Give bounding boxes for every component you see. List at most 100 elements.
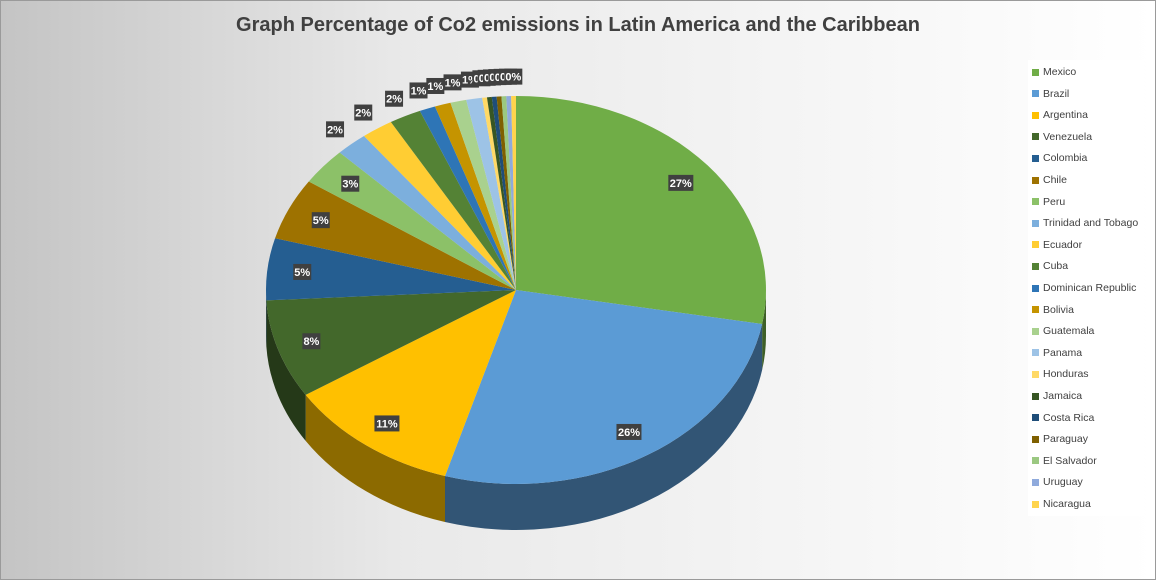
data-label-text-12: 1% [445, 77, 461, 89]
legend-item-1: Brazil [1032, 87, 1069, 101]
data-label-text-2: 11% [376, 418, 398, 430]
data-label-11: 1% [426, 77, 445, 94]
chart-legend: Mexico Brazil Argentina Venezuela Colombia Ch… [1028, 60, 1144, 516]
legend-label: Paraguay [1043, 433, 1088, 446]
legend-item-3: Venezuela [1032, 130, 1092, 144]
legend-label: Costa Rica [1043, 411, 1095, 424]
data-label-text-20: 0% [505, 72, 521, 84]
pie-slice-14 [482, 97, 516, 291]
pie-slice-15 [486, 96, 516, 290]
pie-slice-20 [511, 96, 516, 290]
legend-item-20: Nicaragua [1032, 497, 1091, 511]
legend-item-16: Costa Rica [1032, 411, 1094, 425]
data-label-4: 5% [293, 263, 312, 280]
legend-swatch [1032, 133, 1039, 141]
legend-item-7: Trinidad and Tobago [1032, 216, 1138, 230]
legend-item-12: Guatemala [1032, 324, 1094, 338]
legend-swatch [1032, 241, 1039, 249]
legend-item-14: Honduras [1032, 367, 1089, 381]
pie-side-0 [762, 290, 766, 371]
data-label-12: 1% [443, 74, 462, 91]
legend-swatch [1032, 370, 1039, 378]
chart-title: Graph Percentage of Co2 emissions in Lat… [236, 14, 920, 36]
legend-label: Mexico [1043, 66, 1077, 78]
legend-item-0: Mexico [1032, 65, 1076, 79]
pie-slice-9 [390, 110, 516, 290]
legend-item-4: Colombia [1032, 151, 1087, 165]
data-label-text-10: 1% [411, 85, 427, 97]
legend-label: Panama [1043, 346, 1083, 359]
data-label-8: 2% [354, 104, 373, 121]
legend-label: Ecuador [1043, 238, 1083, 251]
legend-swatch [1032, 500, 1039, 508]
legend-swatch [1032, 219, 1039, 227]
pie-side-1 [445, 324, 763, 530]
pie-side-3 [266, 300, 306, 441]
legend-item-8: Ecuador [1032, 238, 1082, 252]
legend-label: Brazil [1043, 87, 1070, 100]
pie-slice-13 [466, 97, 516, 290]
legend-label: Bolivia [1043, 303, 1074, 316]
legend-item-5: Chile [1032, 173, 1067, 187]
data-label-10: 1% [409, 82, 428, 99]
data-label-text-4: 5% [294, 267, 310, 279]
legend-swatch [1032, 457, 1039, 465]
pie-slice-5 [275, 181, 516, 290]
legend-swatch [1032, 414, 1039, 422]
legend-swatch [1032, 284, 1039, 292]
legend-item-2: Argentina [1032, 108, 1088, 122]
legend-swatch [1032, 478, 1039, 486]
legend-swatch [1032, 327, 1039, 335]
data-label-20: 0% [504, 68, 523, 85]
data-label-5: 5% [311, 212, 330, 229]
legend-label: Venezuela [1043, 130, 1093, 143]
data-label-text-0: 27% [670, 178, 692, 190]
pie-slice-16 [491, 96, 516, 291]
legend-label: Cuba [1043, 260, 1069, 273]
data-label-2: 11% [374, 415, 400, 432]
legend-label: Honduras [1043, 368, 1089, 381]
data-label-6: 3% [341, 175, 360, 192]
legend-item-15: Jamaica [1032, 389, 1082, 403]
pie-slice-18 [501, 96, 516, 290]
legend-label: Guatemala [1043, 325, 1095, 338]
pie-slice-7 [339, 135, 516, 290]
legend-swatch [1032, 262, 1039, 270]
legend-item-13: Panama [1032, 346, 1082, 360]
legend-label: Dominican Republic [1043, 282, 1137, 294]
pie-side-2 [305, 394, 446, 523]
pie-side-walls [266, 290, 766, 530]
legend-swatch [1032, 154, 1039, 162]
pie-slice-19 [506, 96, 516, 290]
legend-item-6: Peru [1032, 195, 1065, 209]
legend-label: El Salvador [1043, 454, 1097, 467]
legend-item-19: Uruguay [1032, 475, 1083, 489]
pie-slice-4 [266, 238, 516, 301]
legend-item-17: Paraguay [1032, 432, 1088, 446]
data-label-text-7: 2% [327, 124, 343, 136]
legend-item-18: El Salvador [1032, 454, 1097, 468]
pie-slice-17 [496, 96, 516, 291]
legend-label: Jamaica [1043, 390, 1083, 402]
data-label-text-3: 8% [303, 336, 319, 348]
legend-swatch [1032, 68, 1039, 76]
pie-slice-0 [516, 96, 767, 325]
data-label-text-5: 5% [313, 215, 329, 227]
data-label-0: 27% [668, 174, 694, 191]
legend-swatch [1032, 349, 1039, 357]
pie-slice-6 [308, 152, 516, 290]
legend-label: Colombia [1043, 152, 1088, 165]
legend-label: Nicaragua [1043, 498, 1091, 510]
data-label-7: 2% [326, 121, 345, 138]
legend-item-11: Bolivia [1032, 303, 1074, 317]
pie-slice-12 [450, 99, 516, 290]
pie-slice-2 [305, 290, 516, 477]
legend-label: Trinidad and Tobago [1043, 217, 1139, 230]
data-label-text-8: 2% [355, 108, 371, 120]
pie-slice-10 [419, 106, 516, 290]
data-label-3: 8% [302, 333, 321, 350]
legend-swatch [1032, 176, 1039, 184]
legend-swatch [1032, 198, 1039, 206]
legend-item-10: Dominican Republic [1032, 281, 1136, 295]
